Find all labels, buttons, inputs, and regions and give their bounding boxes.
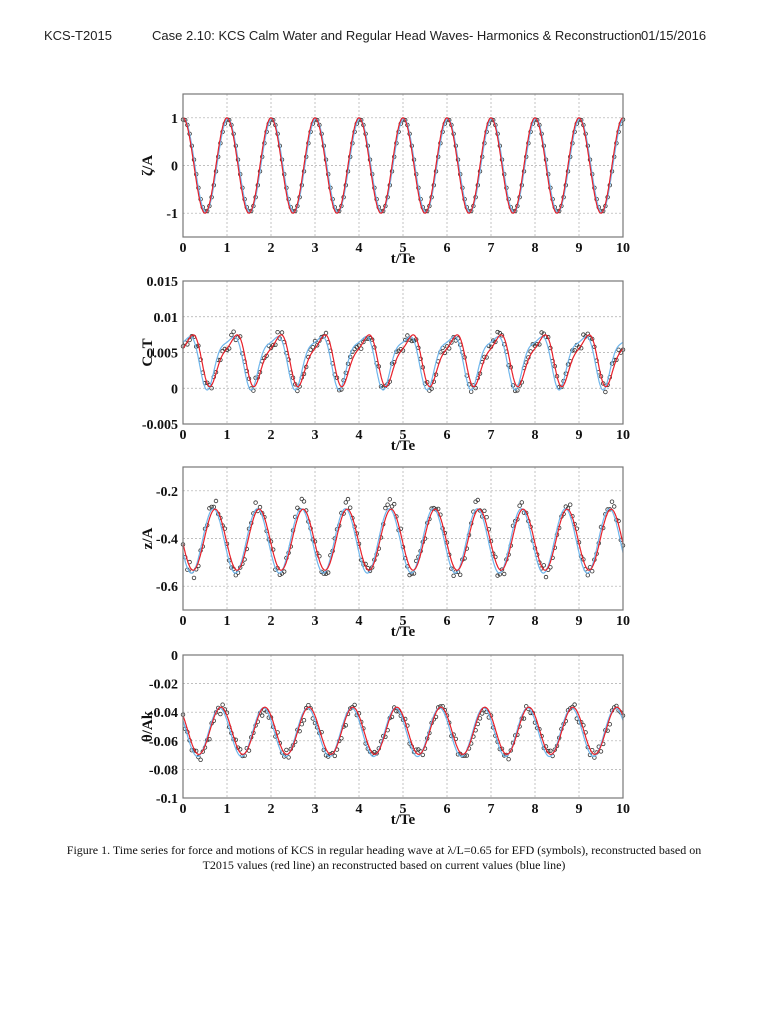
header-title: Case 2.10: KCS Calm Water and Regular He…	[152, 28, 642, 43]
x-tick-label: 9	[576, 241, 583, 256]
blue-line-current	[182, 118, 624, 213]
x-tick-label: 9	[576, 428, 583, 443]
x-tick-label: 5	[400, 428, 407, 443]
y-tick-label: -0.2	[156, 485, 178, 500]
y-axis-label: z/A	[140, 528, 156, 550]
x-tick-label: 3	[312, 802, 319, 817]
y-tick-label: -0.02	[149, 678, 178, 693]
x-axis-label: t/Te	[391, 438, 416, 454]
x-tick-label: 7	[488, 614, 495, 629]
x-tick-label: 7	[488, 802, 495, 817]
header-date: 01/15/2016	[641, 28, 707, 43]
x-tick-label: 4	[356, 802, 363, 817]
y-tick-label: -1	[166, 207, 178, 222]
x-tick-label: 7	[488, 241, 495, 256]
blue-line-current	[182, 336, 624, 391]
red-line-t2015	[182, 334, 624, 388]
x-tick-label: 1	[224, 428, 231, 443]
y-tick-label: 0	[171, 382, 178, 397]
red-line-t2015	[182, 706, 624, 756]
x-tick-label: 8	[532, 802, 539, 817]
x-tick-label: 1	[224, 802, 231, 817]
x-axis-label: t/Te	[391, 812, 416, 828]
x-tick-label: 2	[268, 802, 275, 817]
x-tick-label: 0	[180, 802, 187, 817]
x-tick-label: 10	[616, 802, 630, 817]
chart-heave: 0 1 2 3 4 5 6 7 8 9 10 t/Te -0.2 -0.4 -0.6 z/A	[140, 466, 630, 640]
x-tick-label: 5	[400, 241, 407, 256]
x-tick-label: 2	[268, 428, 275, 443]
plot-frame	[182, 466, 624, 611]
x-tick-label: 6	[444, 802, 451, 817]
x-tick-label: 10	[616, 241, 630, 256]
x-tick-label: 0	[180, 241, 187, 256]
x-tick-label: 4	[356, 428, 363, 443]
y-tick-label: 0.01	[154, 311, 179, 326]
x-tick-label: 3	[312, 241, 319, 256]
y-tick-label: -0.04	[149, 706, 178, 721]
x-tick-label: 8	[532, 614, 539, 629]
x-tick-label: 1	[224, 614, 231, 629]
x-axis-label: t/Te	[391, 624, 416, 640]
x-tick-label: 2	[268, 241, 275, 256]
grid-lines	[183, 655, 623, 798]
chart-pitch: 0 1 2 3 4 5 6 7 8 9 10 t/Te 0 -0.02 -0.04 -0.06 -0.08 -0.…	[140, 649, 630, 828]
x-tick-label: 5	[400, 802, 407, 817]
x-tick-label: 6	[444, 428, 451, 443]
y-tick-label: 0	[171, 160, 178, 175]
plot-frame	[182, 93, 624, 238]
x-axis-label: t/Te	[391, 251, 416, 267]
red-line-t2015	[182, 117, 624, 214]
y-tick-label: -0.1	[156, 792, 178, 807]
y-tick-label: 0.015	[147, 275, 179, 290]
y-axis-label: θ/Ak	[140, 710, 156, 742]
x-tick-label: 8	[532, 428, 539, 443]
y-tick-label: -0.4	[156, 533, 178, 548]
y-axis-label: C_T	[140, 338, 156, 366]
x-tick-label: 2	[268, 614, 275, 629]
x-tick-label: 9	[576, 802, 583, 817]
plot-frame	[182, 280, 624, 425]
x-tick-label: 6	[444, 241, 451, 256]
x-tick-label: 10	[616, 614, 630, 629]
x-tick-label: 7	[488, 428, 495, 443]
header-doc-id: KCS-T2015	[44, 28, 112, 43]
x-tick-label: 3	[312, 428, 319, 443]
x-tick-label: 4	[356, 614, 363, 629]
y-axis-label: ζ/A	[140, 155, 156, 176]
x-tick-label: 1	[224, 241, 231, 256]
y-tick-label: 0	[171, 649, 178, 664]
grid-lines	[183, 94, 623, 237]
grid-lines	[183, 467, 623, 610]
x-tick-label: 8	[532, 241, 539, 256]
red-line-t2015	[182, 508, 624, 571]
x-tick-label: 4	[356, 241, 363, 256]
blue-line-current	[182, 707, 624, 758]
x-tick-label: 10	[616, 428, 630, 443]
x-tick-label: 0	[180, 428, 187, 443]
y-tick-label: -0.06	[149, 735, 178, 750]
y-tick-label: 1	[171, 112, 178, 127]
caption-line-1: Figure 1. Time series for force and moti…	[66, 843, 702, 857]
plot-frame	[182, 654, 624, 799]
caption-line-2: T2015 values (red line) an reconstructed…	[202, 858, 566, 872]
y-tick-label: -0.08	[149, 763, 178, 778]
x-tick-label: 6	[444, 614, 451, 629]
blue-line-current	[182, 508, 624, 574]
y-tick-label: 0.005	[147, 347, 179, 362]
x-tick-label: 5	[400, 614, 407, 629]
x-tick-label: 3	[312, 614, 319, 629]
y-tick-label: -0.005	[142, 418, 178, 433]
y-tick-label: -0.6	[156, 580, 178, 595]
figure-caption: Figure 1. Time series for force and moti…	[30, 843, 738, 873]
x-tick-label: 9	[576, 614, 583, 629]
x-tick-label: 0	[180, 614, 187, 629]
